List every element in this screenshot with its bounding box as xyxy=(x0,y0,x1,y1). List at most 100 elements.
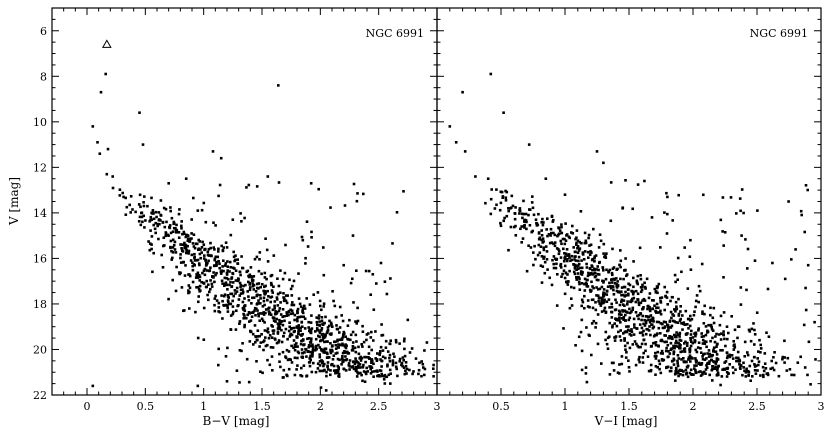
bv-star-point xyxy=(420,374,423,378)
vi-star-point xyxy=(489,212,493,216)
vi-star-point xyxy=(667,336,670,340)
bv-star-point xyxy=(346,324,350,327)
bv-star-point xyxy=(310,337,313,340)
vi-star-point xyxy=(665,290,669,294)
bv-y-axis-label: V [mag] xyxy=(7,177,21,226)
vi-star-point xyxy=(543,260,547,264)
bv-star-point xyxy=(307,345,310,349)
bv-star-point xyxy=(384,346,388,349)
vi-star-point xyxy=(680,358,683,361)
vi-star-point xyxy=(461,90,464,94)
bv-points xyxy=(91,39,435,392)
bv-x-tick-label: 2 xyxy=(317,400,324,413)
vi-star-point xyxy=(677,314,681,317)
vi-star-point xyxy=(691,357,694,360)
bv-star-point xyxy=(404,369,407,373)
bv-star-point xyxy=(402,359,405,362)
bv-star-point xyxy=(391,363,395,367)
vi-star-point xyxy=(615,286,619,289)
vi-star-point xyxy=(594,326,597,329)
bv-star-point xyxy=(354,350,358,354)
bv-star-point xyxy=(261,371,264,375)
bv-star-point xyxy=(150,243,153,246)
vi-star-point xyxy=(647,296,651,300)
vi-star-point xyxy=(667,326,670,329)
bv-star-point xyxy=(331,350,334,353)
vi-star-point xyxy=(576,239,580,242)
vi-star-point xyxy=(704,368,708,371)
vi-star-point xyxy=(702,370,706,374)
bv-star-point xyxy=(306,337,309,341)
bv-star-point xyxy=(289,312,293,316)
vi-star-point xyxy=(726,354,730,358)
vi-star-point xyxy=(627,325,630,328)
vi-star-point xyxy=(502,219,505,223)
bv-star-point xyxy=(296,319,299,323)
vi-star-point xyxy=(705,357,708,360)
vi-star-point xyxy=(633,340,637,343)
vi-star-point xyxy=(656,350,660,354)
bv-star-point xyxy=(195,273,198,276)
bv-star-point xyxy=(300,348,304,351)
bv-star-point xyxy=(266,358,269,362)
vi-star-point xyxy=(700,362,704,365)
bv-star-point xyxy=(225,246,229,249)
vi-star-point xyxy=(705,366,709,369)
bv-star-point xyxy=(260,272,263,276)
vi-star-point xyxy=(577,335,581,339)
vi-star-point xyxy=(650,323,653,327)
vi-star-point xyxy=(677,357,681,360)
vi-star-point xyxy=(704,325,708,328)
vi-star-point xyxy=(531,206,535,210)
bv-star-point xyxy=(311,351,314,354)
vi-star-point xyxy=(753,355,756,359)
vi-star-point xyxy=(804,286,807,290)
bv-star-point xyxy=(262,313,266,316)
vi-star-point xyxy=(619,277,622,281)
bv-star-point xyxy=(162,206,166,210)
bv-star-point xyxy=(192,233,196,236)
vi-star-point xyxy=(679,344,682,347)
bv-star-point xyxy=(124,196,127,200)
bv-star-point xyxy=(296,316,300,319)
vi-star-point xyxy=(605,342,609,346)
bv-star-point xyxy=(395,367,398,371)
vi-star-point xyxy=(552,262,555,266)
bv-star-point xyxy=(337,343,340,346)
bv-star-point xyxy=(249,330,253,334)
vi-star-point xyxy=(595,150,599,153)
vi-star-point xyxy=(566,273,569,276)
vi-star-point xyxy=(737,358,741,361)
bv-y-tick-label: 16 xyxy=(33,252,47,265)
vi-x-tick-label: 1.5 xyxy=(620,400,638,413)
bv-star-point xyxy=(392,352,395,356)
vi-star-point xyxy=(484,201,487,205)
vi-star-point xyxy=(676,354,680,357)
vi-star-point xyxy=(639,290,643,294)
vi-star-point xyxy=(635,327,638,330)
bv-star-point xyxy=(231,305,235,308)
vi-star-point xyxy=(632,276,635,280)
vi-star-point xyxy=(654,373,657,376)
bv-star-point xyxy=(340,314,343,317)
vi-star-point xyxy=(639,274,642,277)
vi-star-point xyxy=(686,375,690,379)
vi-star-point xyxy=(689,338,693,342)
vi-star-point xyxy=(603,292,606,295)
bv-star-point xyxy=(420,360,423,363)
bv-star-point xyxy=(297,272,300,275)
vi-star-point xyxy=(532,251,535,254)
vi-star-point xyxy=(572,263,576,266)
bv-star-point xyxy=(334,343,338,347)
bv-star-point xyxy=(276,327,280,330)
vi-star-point xyxy=(502,111,505,114)
bv-star-point xyxy=(341,342,344,346)
vi-star-point xyxy=(580,304,583,308)
bv-star-point xyxy=(289,308,292,312)
bv-star-point xyxy=(168,224,172,227)
vi-star-point xyxy=(695,364,698,367)
bv-star-point xyxy=(297,329,300,332)
bv-star-point xyxy=(255,282,259,286)
vi-star-point xyxy=(670,360,674,363)
bv-star-point xyxy=(225,303,228,307)
